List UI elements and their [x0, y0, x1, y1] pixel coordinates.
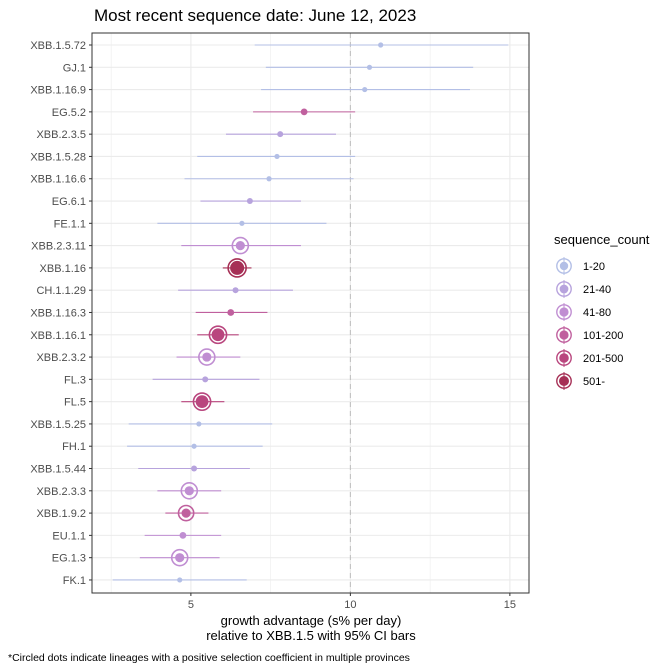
y-tick-label: GJ.1 — [63, 62, 86, 74]
legend-label: 1-20 — [583, 261, 605, 273]
y-tick-label: XBB.1.16.9 — [30, 85, 86, 97]
y-tick-label: XBB.1.5.44 — [30, 464, 86, 476]
y-tick-label: EG.6.1 — [52, 196, 86, 208]
chart-title: Most recent sequence date: June 12, 2023 — [94, 6, 416, 25]
data-point — [232, 287, 239, 294]
y-tick-label: XBB.1.5.25 — [30, 419, 86, 431]
y-tick-label: FL.5 — [64, 397, 86, 409]
legend-key-ring — [556, 373, 572, 389]
data-point — [202, 376, 209, 383]
data-point — [196, 421, 202, 427]
legend-key-dot — [559, 376, 569, 386]
data-point — [378, 42, 384, 48]
data-point — [191, 465, 198, 472]
legend-key-dot — [559, 261, 569, 271]
x-axis-ticks: 5 10 15 — [188, 593, 516, 611]
data-point — [179, 531, 187, 539]
x-tick-label: 5 — [188, 599, 194, 611]
y-tick-label: FH.1 — [62, 441, 86, 453]
data-point — [274, 153, 280, 160]
legend-label: 501- — [583, 376, 605, 388]
selection-ring — [170, 548, 189, 567]
data-point — [246, 198, 253, 205]
legend-key-ring — [556, 304, 572, 320]
y-tick-label: XBB.1.16.3 — [30, 307, 86, 319]
x-tick-label: 15 — [504, 599, 516, 611]
y-tick-label: EG.5.2 — [52, 107, 86, 119]
data-point — [266, 176, 272, 182]
y-tick-label: XBB.1.16 — [40, 263, 86, 275]
legend-label: 201-500 — [583, 353, 623, 365]
x-axis-title-line-2: relative to XBB.1.5 with 95% CI bars — [206, 628, 416, 643]
data-point — [191, 443, 197, 449]
data-point — [362, 86, 368, 93]
y-tick-label: FK.1 — [63, 575, 86, 587]
x-axis-title-line-1: growth advantage (s% per day) — [221, 613, 402, 628]
data-point — [300, 108, 308, 116]
selection-ring — [227, 258, 247, 278]
caption: *Circled dots indicate lineages with a p… — [8, 652, 410, 664]
y-tick-label: XBB.2.3.5 — [36, 129, 86, 141]
legend-key-ring — [556, 327, 572, 343]
plot-panel-border — [91, 32, 530, 594]
legend-label: 41-80 — [583, 307, 611, 319]
y-tick-label: XBB.1.16.1 — [30, 330, 86, 342]
legend-key-dot — [559, 284, 569, 294]
y-tick-label: XBB.1.16.6 — [30, 174, 86, 186]
legend-key-dot — [559, 330, 569, 340]
selection-ring — [208, 325, 228, 345]
data-point — [211, 328, 225, 342]
selection-ring — [177, 504, 195, 522]
data-point — [227, 309, 235, 316]
data-point — [239, 220, 245, 226]
data-points — [170, 42, 384, 583]
y-tick-label: XBB.2.3.11 — [31, 241, 86, 253]
legend: sequence_count 1-20 21-40 41-80 101-200 201-… — [554, 232, 650, 390]
data-point — [181, 508, 191, 518]
y-tick-label: XBB.1.5.28 — [30, 151, 86, 163]
data-point — [175, 553, 185, 563]
x-tick-label: 10 — [344, 599, 356, 611]
y-tick-label: XBB.1.9.2 — [36, 508, 86, 520]
legend-key-dot — [559, 307, 569, 317]
legend-key-ring — [556, 350, 572, 366]
legend-key-dot — [559, 353, 569, 363]
legend-label: 21-40 — [583, 284, 611, 296]
legend-key-ring — [556, 281, 572, 297]
y-tick-label: EU.1.1 — [52, 530, 86, 542]
y-tick-label: CH.1.1.29 — [36, 285, 86, 297]
y-tick-label: XBB.1.5.72 — [30, 40, 86, 52]
y-axis-ticks: XBB.1.5.72 GJ.1 XBB.1.16.9 EG.5.2 XBB.2.3.5 X… — [30, 40, 92, 587]
data-point — [195, 395, 209, 409]
selection-ring — [192, 392, 212, 412]
data-point — [235, 241, 245, 251]
data-point — [366, 64, 373, 70]
y-tick-label: EG.1.3 — [52, 553, 86, 565]
selection-ring — [180, 481, 199, 500]
legend-key-ring — [556, 258, 572, 274]
data-point — [230, 260, 245, 275]
data-point — [202, 352, 212, 362]
legend-label: 101-200 — [583, 330, 623, 342]
y-tick-label: XBB.2.3.3 — [36, 486, 86, 498]
data-point — [277, 131, 284, 138]
y-tick-label: FE.1.1 — [54, 218, 86, 230]
selection-ring — [231, 236, 250, 255]
y-tick-label: XBB.2.3.2 — [36, 352, 86, 364]
legend-title: sequence_count — [554, 232, 650, 247]
y-tick-label: FL.3 — [64, 374, 86, 386]
data-point — [177, 577, 183, 583]
data-point — [184, 486, 194, 496]
selection-ring — [198, 348, 216, 366]
